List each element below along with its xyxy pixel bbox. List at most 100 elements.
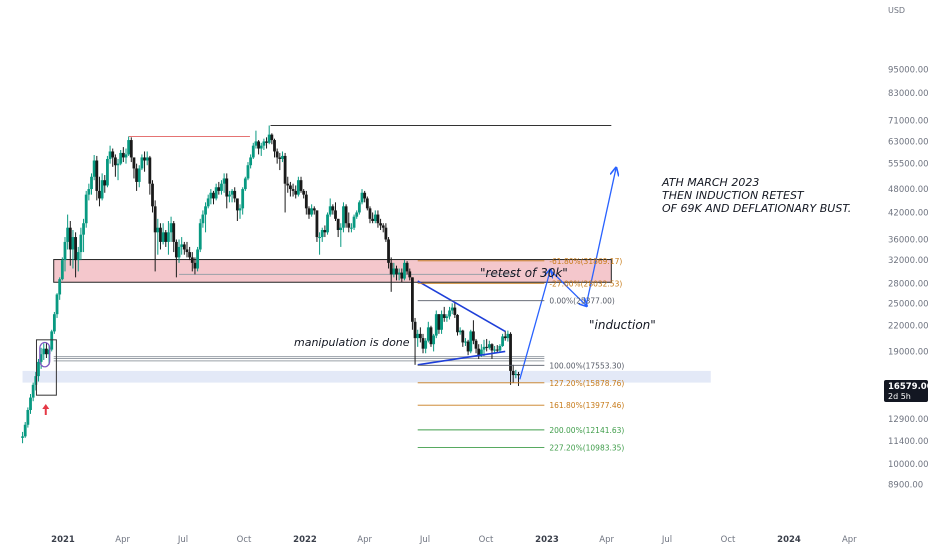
drawings-layer bbox=[35, 168, 615, 415]
candle-body-35 bbox=[113, 157, 117, 166]
candle-body-170 bbox=[472, 331, 475, 341]
candle-body-114 bbox=[323, 229, 327, 233]
candle-body-80 bbox=[233, 190, 237, 199]
current-price-countdown: 2d 5h bbox=[888, 392, 911, 401]
candle-body-17 bbox=[66, 227, 70, 242]
candles-layer bbox=[21, 125, 520, 444]
x-tick-label-8: 2023 bbox=[535, 535, 559, 545]
candle-body-157 bbox=[437, 314, 441, 330]
candle-body-105 bbox=[299, 180, 303, 191]
candle-body-117 bbox=[331, 206, 335, 211]
candle-body-85 bbox=[246, 165, 250, 179]
candle-body-86 bbox=[249, 157, 253, 166]
candle-body-24 bbox=[84, 194, 88, 224]
fib-label-3: 100.00%(17553.30) bbox=[549, 361, 624, 370]
candle-body-44 bbox=[137, 168, 141, 182]
highlight-box bbox=[35, 339, 57, 396]
x-tick-label-11: Oct bbox=[721, 535, 736, 545]
fib-label-6: 200.00%(12141.63) bbox=[549, 426, 624, 435]
candle-body-176 bbox=[487, 344, 491, 348]
candle-body-16 bbox=[63, 241, 67, 261]
candle-body-90 bbox=[259, 145, 263, 149]
candle-body-50 bbox=[153, 206, 157, 233]
candle-body-153 bbox=[426, 327, 430, 341]
candle-body-166 bbox=[461, 330, 465, 343]
candle-body-115 bbox=[326, 214, 329, 233]
candle-body-167 bbox=[464, 341, 467, 343]
candle-body-46 bbox=[143, 157, 146, 161]
candle-body-128 bbox=[360, 192, 364, 203]
candle-body-102 bbox=[291, 189, 295, 191]
candle-body-139 bbox=[389, 262, 393, 275]
resistance-zone bbox=[53, 259, 612, 283]
candle-body-122 bbox=[344, 206, 348, 224]
candle-body-18 bbox=[68, 227, 72, 250]
candle-body-141 bbox=[395, 268, 398, 275]
candle-body-31 bbox=[103, 180, 107, 186]
candle-body-10 bbox=[47, 349, 51, 355]
annotations-layer: ATH MARCH 2023 THEN INDUCTION RETEST OF … bbox=[294, 176, 851, 349]
candle-body-76 bbox=[222, 178, 226, 184]
candle-body-129 bbox=[363, 192, 367, 199]
candle-body-38 bbox=[121, 152, 125, 158]
candle-body-62 bbox=[185, 249, 189, 253]
candle-body-116 bbox=[328, 206, 332, 215]
levels-layer bbox=[53, 125, 612, 362]
candle-body-131 bbox=[368, 208, 372, 219]
y-tick-label-2: 71000.00 bbox=[888, 117, 929, 127]
candle-body-29 bbox=[98, 190, 101, 199]
fib-label-0: -61.80%(31869.17) bbox=[549, 257, 622, 266]
candle-body-83 bbox=[241, 189, 245, 209]
candle-body-42 bbox=[132, 157, 136, 169]
candle-body-178 bbox=[493, 349, 497, 351]
y-tick-label-0: 95000.00 bbox=[888, 65, 929, 75]
x-tick-label-13: Apr bbox=[842, 535, 857, 545]
candle-body-133 bbox=[373, 214, 377, 222]
candle-body-109 bbox=[310, 208, 314, 215]
candle-body-162 bbox=[450, 307, 454, 311]
candle-body-104 bbox=[296, 180, 300, 195]
candle-body-148 bbox=[413, 321, 417, 339]
candle-body-113 bbox=[320, 229, 324, 238]
y-tick-label-9: 28000.00 bbox=[888, 279, 929, 289]
candle-body-3 bbox=[29, 397, 32, 410]
candle-body-111 bbox=[315, 210, 319, 238]
candle-body-60 bbox=[180, 244, 184, 247]
candle-body-94 bbox=[270, 134, 274, 141]
fib-label-7: 227.20%(10983.35) bbox=[549, 443, 624, 452]
y-tick-label-1: 83000.00 bbox=[888, 89, 929, 99]
candle-body-52 bbox=[159, 227, 162, 242]
candle-body-171 bbox=[474, 340, 478, 349]
candle-body-136 bbox=[381, 225, 385, 228]
candle-body-135 bbox=[379, 223, 382, 226]
candle-body-88 bbox=[254, 141, 258, 146]
candle-body-183 bbox=[506, 333, 510, 339]
currency-label: USD bbox=[888, 6, 905, 15]
candle-body-186 bbox=[514, 374, 518, 376]
x-tick-label-6: Jul bbox=[419, 535, 430, 545]
candle-body-144 bbox=[403, 262, 406, 279]
candle-body-34 bbox=[111, 151, 115, 158]
candle-body-152 bbox=[424, 340, 428, 349]
y-tick-label-11: 22000.00 bbox=[888, 322, 929, 332]
candle-body-77 bbox=[225, 178, 229, 197]
highlight-ellipse bbox=[39, 341, 51, 368]
candle-body-21 bbox=[76, 252, 80, 261]
y-tick-label-3: 63000.00 bbox=[888, 137, 929, 147]
candle-body-132 bbox=[371, 218, 375, 222]
candle-body-20 bbox=[74, 237, 77, 261]
candle-body-103 bbox=[294, 190, 298, 195]
candle-body-143 bbox=[400, 272, 404, 279]
candle-body-25 bbox=[87, 189, 91, 195]
candle-body-9 bbox=[45, 348, 48, 355]
triangle-lower-line bbox=[417, 350, 506, 366]
candle-body-121 bbox=[342, 206, 345, 228]
candle-body-84 bbox=[243, 178, 247, 190]
candle-body-100 bbox=[286, 183, 290, 186]
candle-body-120 bbox=[339, 227, 343, 230]
candle-body-112 bbox=[318, 237, 321, 239]
candle-body-140 bbox=[392, 268, 396, 275]
candle-body-54 bbox=[164, 232, 168, 242]
candle-body-182 bbox=[503, 336, 507, 339]
